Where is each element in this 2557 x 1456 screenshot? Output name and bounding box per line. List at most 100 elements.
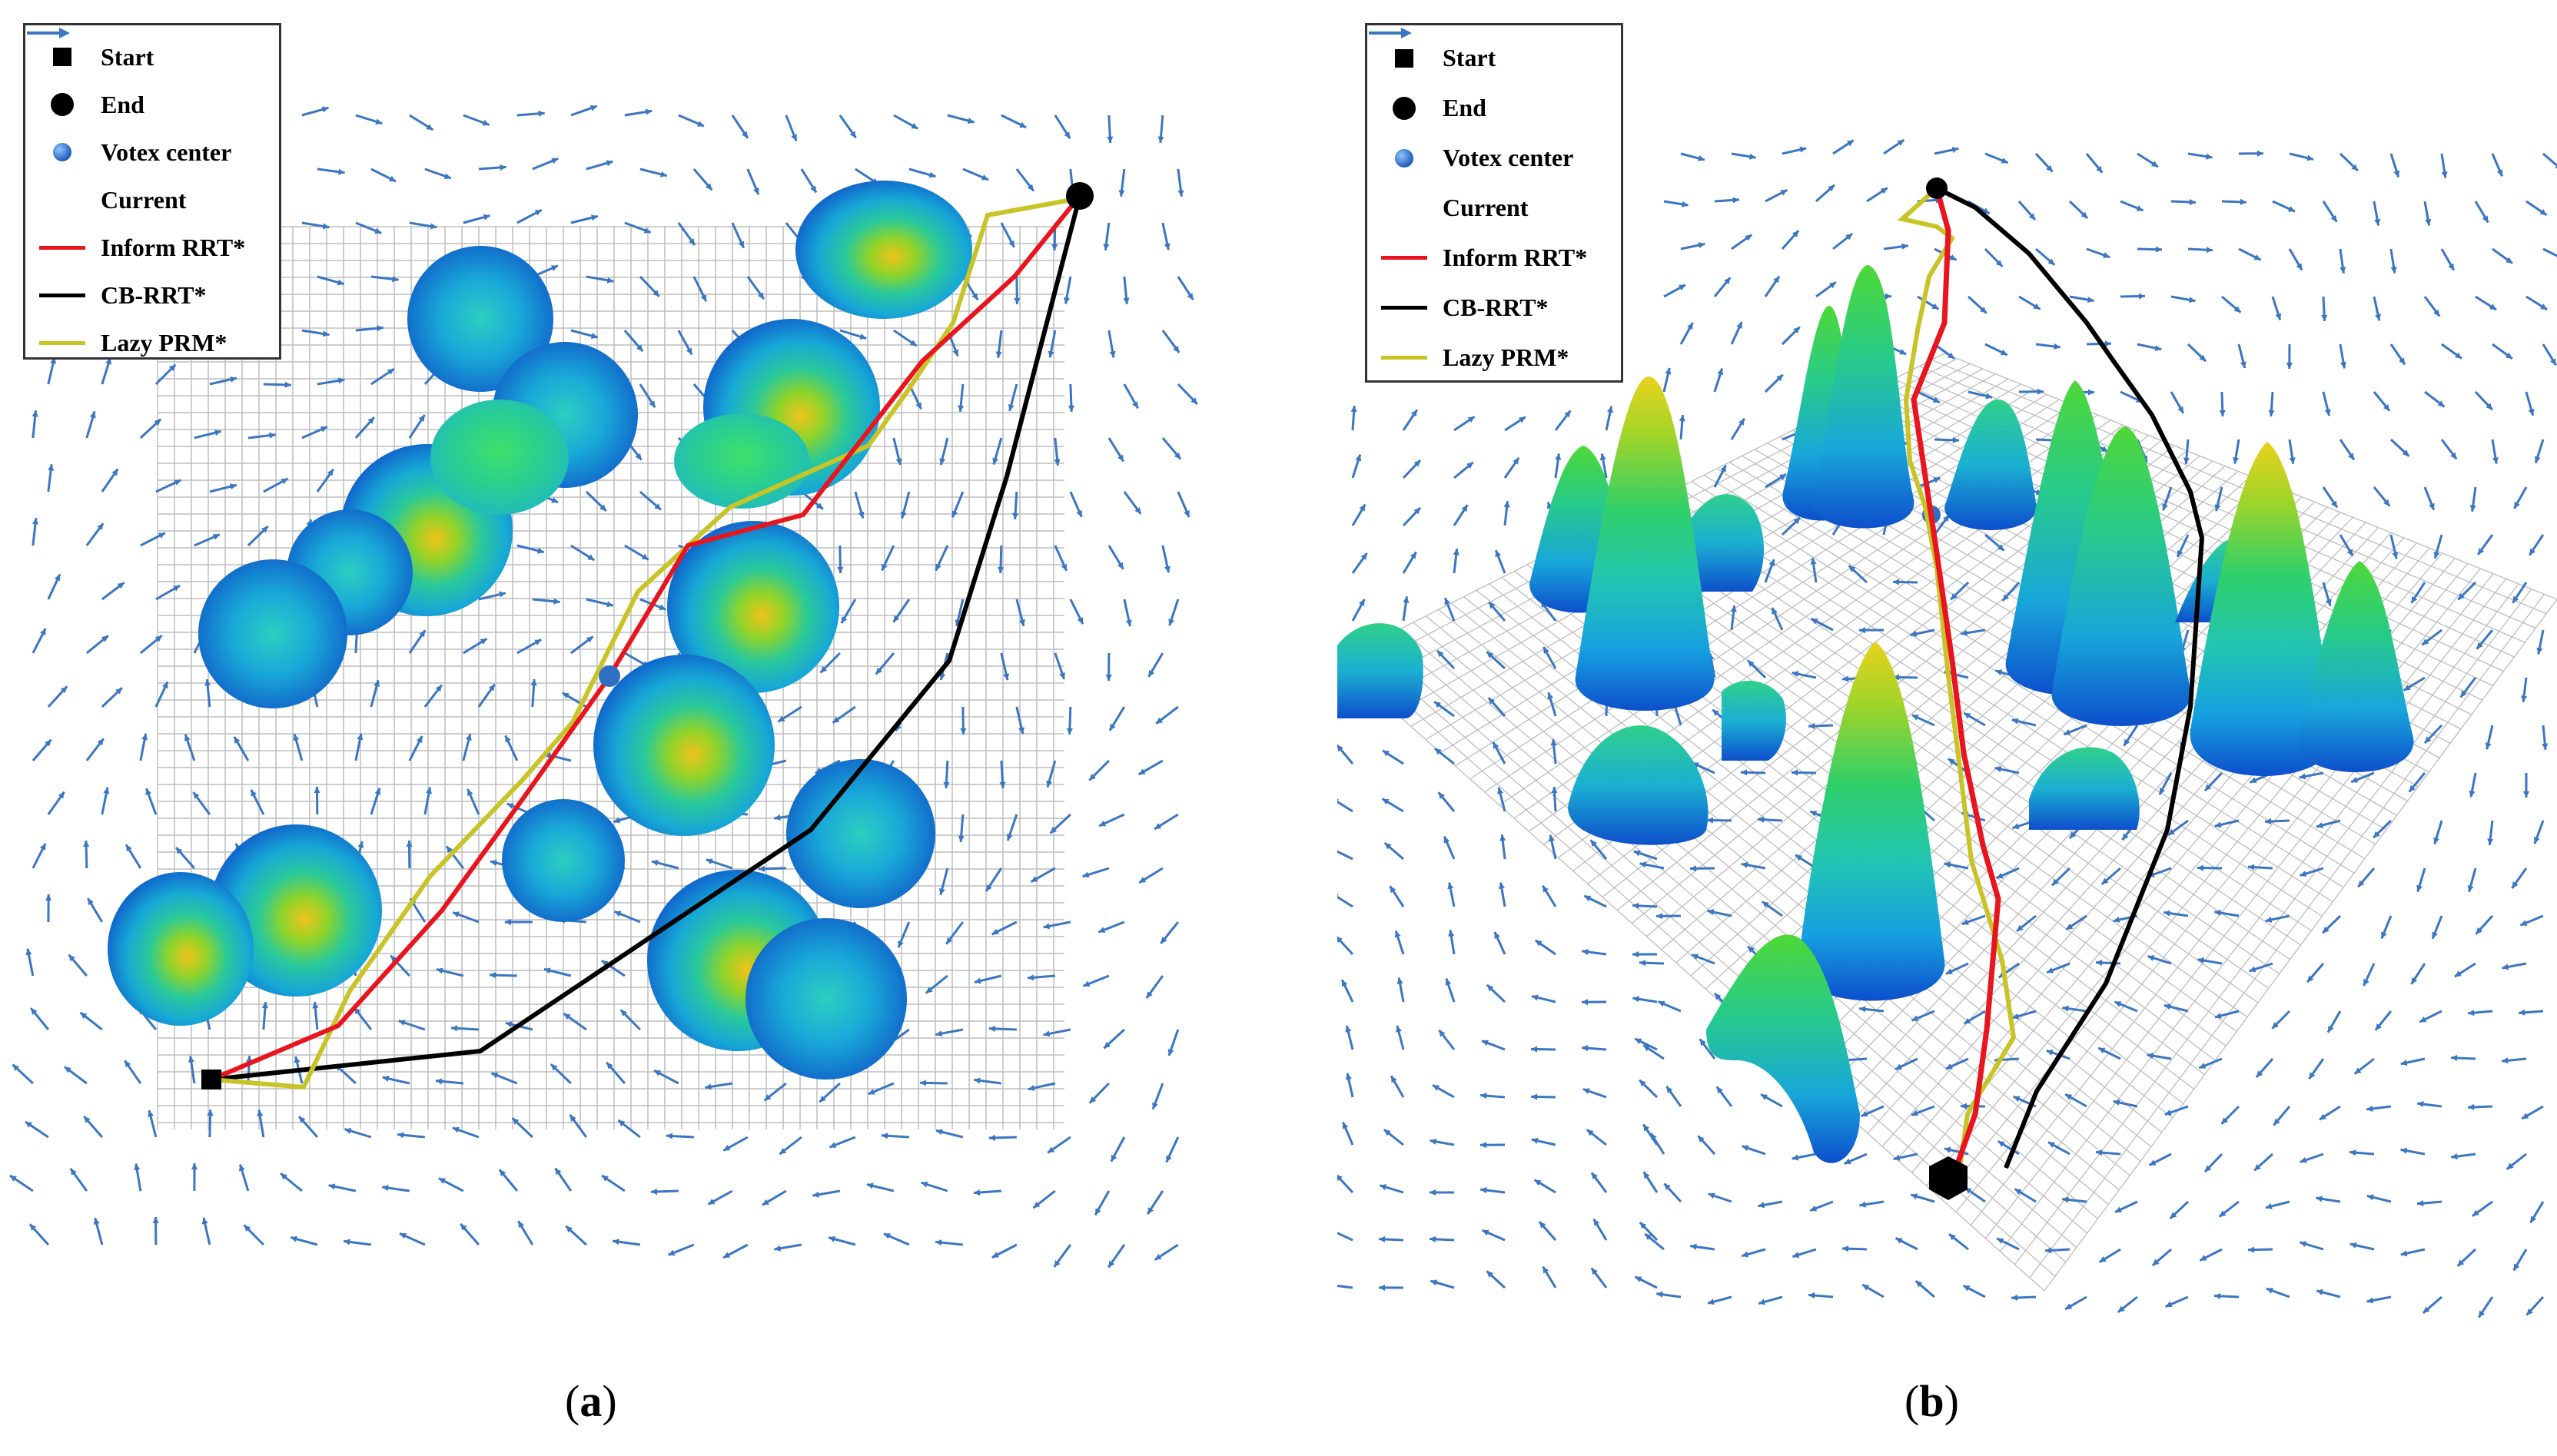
current-arrow	[962, 167, 989, 181]
current-arrow	[2533, 820, 2545, 844]
current-arrow	[2467, 867, 2477, 893]
current-arrow	[868, 1082, 895, 1096]
current-arrow	[2011, 1010, 2037, 1020]
current-arrow	[1917, 476, 1941, 489]
current-arrow	[1662, 367, 1672, 393]
current-arrow	[692, 168, 713, 191]
obstacle-peak	[1813, 265, 1914, 529]
current-arrow	[2247, 864, 2273, 871]
current-arrow	[355, 221, 382, 234]
current-arrow	[2492, 247, 2513, 264]
current-arrow	[1015, 599, 1025, 627]
current-arrow	[83, 1115, 103, 1138]
current-arrow	[2086, 247, 2110, 259]
current-arrow	[155, 584, 181, 601]
current-arrow	[1861, 1105, 1885, 1118]
current-arrow	[1699, 1038, 1716, 1060]
current-arrow	[991, 1243, 1018, 1259]
black-line-icon	[1381, 306, 1427, 310]
topview-plot	[9, 104, 1198, 1269]
current-arrow	[1103, 1028, 1125, 1050]
current-arrow	[2472, 1200, 2493, 1217]
current-arrow	[650, 1188, 679, 1196]
current-arrow	[1014, 276, 1021, 305]
current-arrow	[2366, 1194, 2392, 1203]
current-arrow	[1146, 1190, 1164, 1215]
current-arrow	[2114, 1200, 2138, 1213]
current-arrow	[1479, 1093, 1506, 1099]
current-arrow	[1337, 798, 1353, 813]
current-arrow	[2403, 676, 2426, 692]
current-arrow	[1714, 197, 1739, 204]
current-arrow	[2214, 1010, 2240, 1019]
current-arrow	[438, 1177, 464, 1192]
obstacle-peak	[2190, 442, 2337, 776]
current-arrow	[832, 705, 856, 725]
current-arrow	[997, 545, 1005, 574]
current-arrow	[2162, 486, 2173, 511]
current-arrow	[2123, 725, 2139, 747]
current-arrow	[2265, 914, 2290, 924]
sphere-icon	[53, 143, 71, 161]
current-arrow	[381, 1185, 410, 1192]
current-arrow	[1747, 659, 1767, 679]
current-arrow	[2417, 1101, 2442, 1108]
current-arrow	[408, 629, 427, 654]
current-arrow	[563, 1012, 587, 1031]
current-arrow	[777, 705, 802, 723]
current-arrow	[2288, 439, 2296, 464]
current-arrow	[2511, 867, 2528, 889]
legend-label: Current	[101, 185, 187, 214]
current-arrow	[935, 1028, 964, 1037]
current-arrow	[1547, 692, 1557, 717]
current-arrow	[2187, 152, 2213, 160]
current-arrow	[2474, 201, 2489, 224]
current-arrow	[2373, 296, 2382, 321]
current-arrow	[2322, 582, 2332, 607]
obstacle	[430, 400, 569, 515]
current-arrow	[908, 167, 936, 178]
current-arrow	[570, 104, 598, 117]
current-arrow	[344, 1128, 372, 1139]
current-arrow	[2450, 1054, 2476, 1062]
obstacle-peak	[2297, 561, 2414, 772]
current-arrow	[1107, 330, 1116, 358]
current-arrow	[935, 1129, 964, 1139]
square-icon	[1395, 48, 1413, 68]
current-arrow	[2389, 438, 2410, 457]
current-arrow	[1088, 1082, 1110, 1104]
obstacle	[746, 918, 907, 1080]
current-arrow	[2167, 819, 2189, 837]
current-arrow	[314, 786, 320, 815]
current-arrow	[2308, 1058, 2325, 1080]
current-arrow	[973, 1189, 1001, 1196]
obstacle-peak	[2051, 426, 2191, 726]
current-arrow	[785, 114, 798, 142]
current-arrow	[1443, 836, 1456, 860]
current-arrow	[1453, 415, 1476, 432]
current-arrow	[1633, 850, 1658, 861]
current-arrow	[1453, 549, 1459, 574]
current-arrow	[1054, 114, 1071, 140]
current-arrow	[343, 1239, 372, 1246]
current-arrow	[1123, 276, 1130, 304]
current-arrow	[2272, 200, 2296, 213]
current-arrow	[1934, 436, 1960, 443]
current-arrow	[191, 1162, 198, 1192]
current-arrow	[2534, 439, 2545, 463]
current-arrow	[85, 738, 105, 761]
current-arrow	[1486, 1270, 1506, 1289]
current-arrow	[1944, 861, 1969, 870]
current-arrow	[1433, 700, 1455, 718]
current-arrow	[837, 545, 844, 574]
current-arrow	[2529, 1201, 2545, 1224]
current-arrow	[938, 867, 949, 896]
obstacle-peak	[1722, 681, 1786, 761]
current-arrow	[2035, 343, 2061, 350]
current-arrow	[1582, 948, 1607, 956]
current-arrow	[2339, 152, 2359, 172]
current-arrow	[201, 1217, 211, 1245]
current-arrow	[1792, 1248, 1817, 1259]
current-arrow	[569, 1114, 588, 1138]
current-arrow	[2044, 1247, 2071, 1254]
